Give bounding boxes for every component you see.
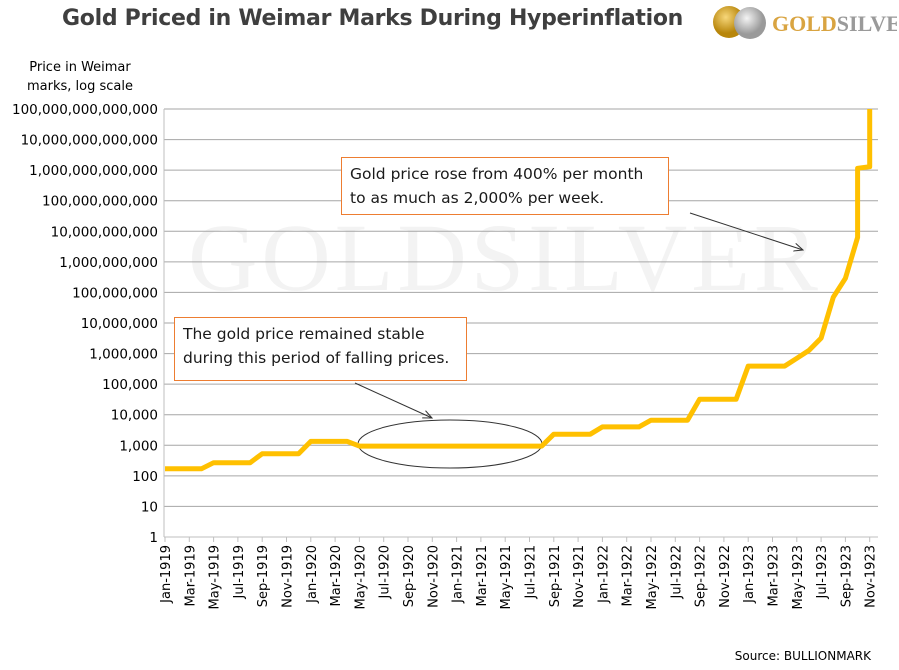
x-tick-label: Sep-1920 bbox=[402, 545, 417, 607]
x-tick-label: Jul-1919 bbox=[232, 545, 247, 599]
x-tick-label: Nov-1923 bbox=[864, 545, 879, 608]
y-tick-label: 1 bbox=[149, 530, 158, 546]
x-tick-label: Nov-1919 bbox=[281, 545, 296, 608]
x-tick-label: Jan-1919 bbox=[159, 545, 174, 604]
x-tick-label: May-1920 bbox=[353, 545, 368, 609]
y-tick-label: 10,000,000,000,000 bbox=[21, 133, 158, 149]
watermark: GOLDSILVER bbox=[188, 204, 822, 311]
annotation-stable: The gold price remained stable during th… bbox=[174, 317, 467, 381]
chart-title: Gold Priced in Weimar Marks During Hyper… bbox=[62, 6, 684, 31]
x-tick-label: Jan-1923 bbox=[742, 545, 757, 604]
y-axis-title: Price in Weimar marks, log scale bbox=[27, 60, 133, 94]
x-tick-label: Mar-1921 bbox=[475, 545, 490, 606]
goldsilver-logo: GOLDSILVER bbox=[713, 6, 897, 39]
x-tick-label: Nov-1920 bbox=[426, 545, 441, 608]
annotation-line: during this period of falling prices. bbox=[183, 349, 450, 367]
y-tick-label: 10,000 bbox=[111, 408, 158, 424]
annotation-line: Gold price rose from 400% per month bbox=[350, 165, 644, 183]
annotation-arrow-stable bbox=[354, 382, 432, 418]
x-tick-label: Jul-1923 bbox=[815, 545, 830, 599]
x-tick-label: Sep-1922 bbox=[694, 545, 709, 607]
x-tick-label: Jan-1921 bbox=[451, 545, 466, 604]
y-tick-label: 100 bbox=[132, 469, 158, 485]
y-tick-label: 100,000,000,000 bbox=[42, 194, 158, 210]
x-tick-label: Jul-1921 bbox=[524, 545, 539, 599]
y-tick-label: 1,000,000 bbox=[89, 347, 158, 363]
y-tick-label: 100,000,000,000,000 bbox=[12, 102, 158, 118]
x-tick-label: May-1923 bbox=[791, 545, 806, 609]
y-tick-label: 1,000,000,000,000 bbox=[29, 163, 158, 179]
annotation-hyperinflation: Gold price rose from 400% per month to a… bbox=[341, 157, 669, 215]
y-tick-label: 1,000 bbox=[119, 438, 158, 454]
x-tick-label: Sep-1921 bbox=[548, 545, 563, 607]
y-tick-label: 10,000,000,000 bbox=[51, 224, 158, 240]
x-tick-label: Nov-1922 bbox=[718, 545, 733, 608]
annotation-line: to as much as 2,000% per week. bbox=[350, 189, 605, 207]
x-tick-label: Jul-1922 bbox=[669, 545, 684, 599]
x-tick-label: Mar-1923 bbox=[767, 545, 782, 606]
x-tick-label: Mar-1922 bbox=[621, 545, 636, 606]
y-tick-label: 100,000,000 bbox=[72, 285, 158, 301]
x-tick-label: Jan-1922 bbox=[596, 545, 611, 604]
x-tick-label: Sep-1919 bbox=[256, 545, 271, 607]
annotation-line: The gold price remained stable bbox=[183, 325, 425, 343]
x-tick-label: Nov-1921 bbox=[572, 545, 587, 608]
x-tick-label: Sep-1923 bbox=[839, 545, 854, 607]
x-tick-label: Mar-1920 bbox=[329, 545, 344, 606]
x-tick-label: May-1919 bbox=[208, 545, 223, 609]
x-tick-label: May-1921 bbox=[499, 545, 514, 609]
y-tick-label: 100,000 bbox=[102, 377, 158, 393]
silver-coin-icon bbox=[734, 7, 766, 39]
svg-text:GOLDSILVER: GOLDSILVER bbox=[772, 11, 897, 36]
x-tick-label: Mar-1919 bbox=[183, 545, 198, 606]
y-tick-label: 1,000,000,000 bbox=[59, 255, 158, 271]
x-tick-label: Jan-1920 bbox=[305, 545, 320, 604]
x-tick-label: Jul-1920 bbox=[378, 545, 393, 599]
x-tick-label: May-1922 bbox=[645, 545, 660, 609]
y-tick-label: 10 bbox=[141, 499, 158, 515]
source-note: Source: BULLIONMARK bbox=[734, 649, 871, 663]
y-tick-label: 10,000,000 bbox=[81, 316, 158, 332]
gold-price-line bbox=[165, 109, 873, 472]
annotation-arrow-hyperinflation bbox=[689, 212, 803, 250]
